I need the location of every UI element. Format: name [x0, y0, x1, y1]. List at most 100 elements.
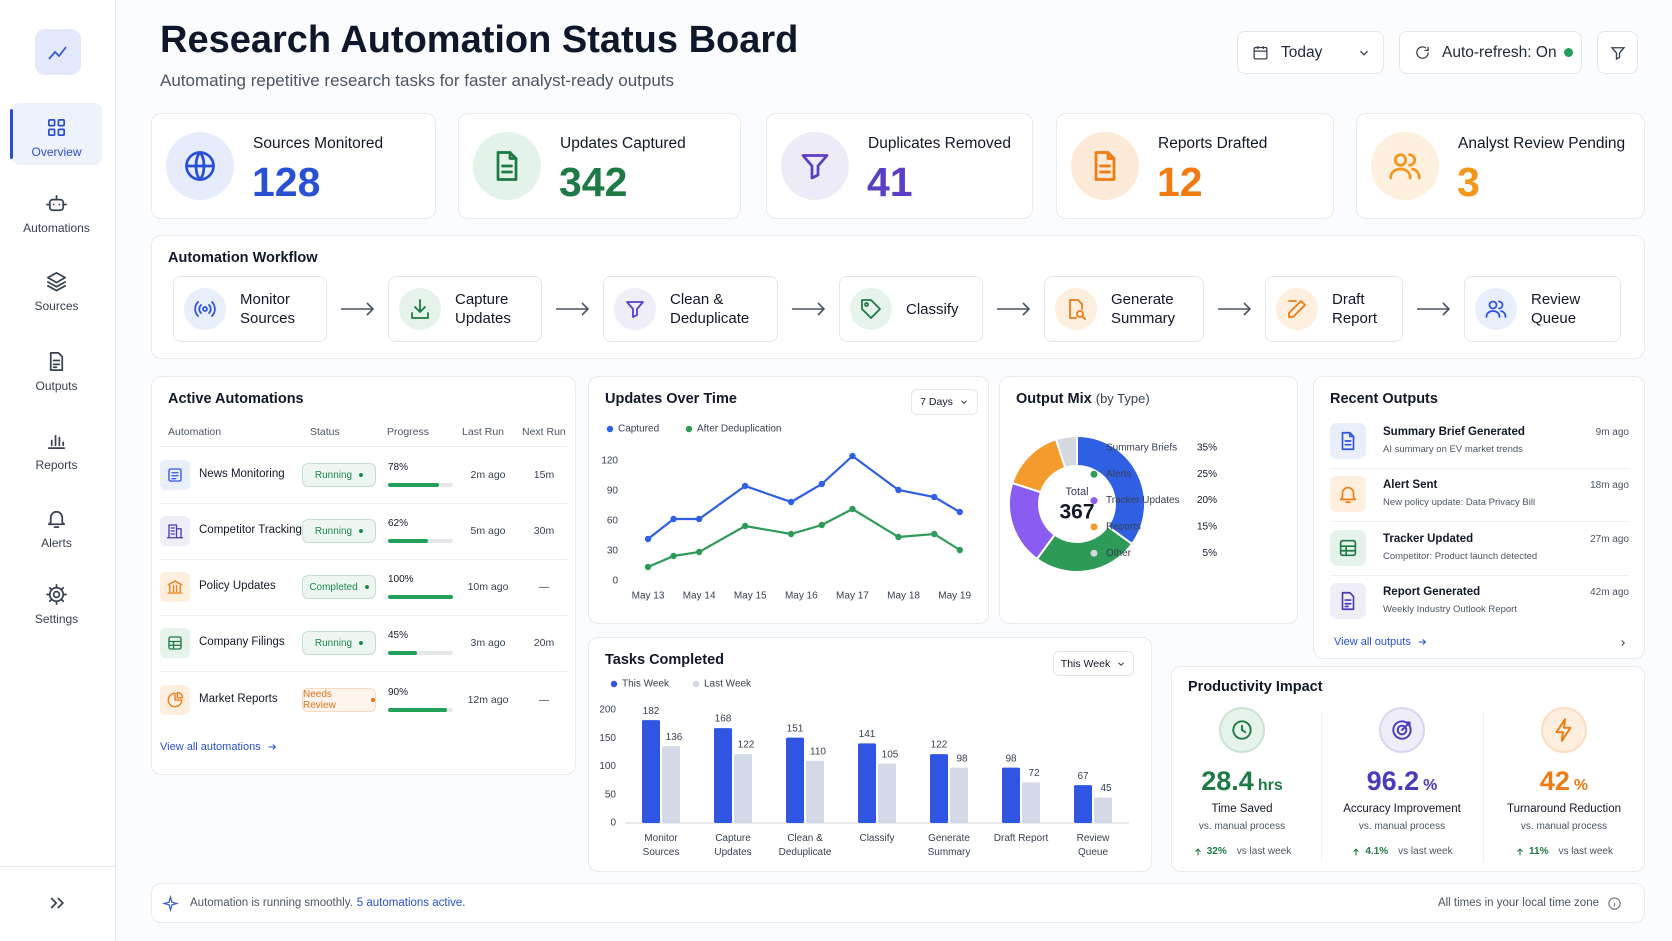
nav-item[interactable]: Automations: [11, 179, 102, 241]
nav-item[interactable]: Outputs: [11, 337, 102, 399]
doc-icon: [1341, 431, 1355, 451]
collapse-button[interactable]: [47, 893, 67, 913]
icon-shape: [47, 128, 56, 137]
workflow-step: Generate Summary: [1044, 276, 1204, 342]
step-icon: [399, 288, 441, 330]
kpi-value: 12: [1157, 159, 1203, 205]
legend-value: 5%: [1203, 548, 1218, 559]
row-divider: [160, 671, 567, 672]
bar: [642, 720, 660, 823]
workflow-step: Classify: [839, 276, 983, 342]
icon-shape: [864, 302, 869, 307]
arrow-shape: [1218, 302, 1252, 316]
active-automations-panel: Active Automations Automation Status Progr…: [151, 376, 576, 775]
data-point: [818, 480, 825, 488]
legend-dot: [1090, 444, 1098, 452]
bar-value-label: 45: [1100, 783, 1112, 794]
bar-value-label: 168: [715, 714, 732, 725]
updates-chart-panel: Updates Over Time 7 Days Captured After D…: [588, 376, 989, 624]
metric: 28.4 hrs Time Saved vs. manual process 32% vs…: [1162, 707, 1322, 857]
column-divider: [1483, 712, 1484, 862]
icon-shape: [52, 359, 61, 369]
column-header: Last Run: [462, 426, 505, 438]
metric: 42% Turnaround Reduction vs. manual proces…: [1484, 707, 1644, 857]
status-dot: [359, 641, 364, 645]
date-filter[interactable]: Today: [1237, 31, 1384, 74]
icon-shape: [1360, 50, 1368, 56]
filedoc-icon: [49, 352, 64, 371]
nav-item[interactable]: Sources: [11, 257, 102, 319]
filter-button[interactable]: [1597, 31, 1638, 74]
auto-refresh-toggle[interactable]: Auto-refresh: On: [1399, 31, 1582, 74]
kpi-label: Sources Monitored: [253, 135, 384, 152]
nav-item[interactable]: Overview: [10, 103, 102, 165]
icon-shape: [57, 128, 66, 137]
nav-label: Settings: [34, 612, 79, 626]
output-title: Report Generated: [1383, 586, 1481, 598]
icon-shape: [1401, 721, 1411, 731]
nav-item[interactable]: Settings: [11, 570, 102, 632]
column-header: Automation: [168, 426, 222, 438]
kpi-card: Updates Captured 342: [458, 113, 741, 219]
view-all-link[interactable]: View all automations: [160, 741, 277, 753]
metric-unit: hrs: [1257, 777, 1283, 794]
nav-item[interactable]: Reports: [11, 416, 102, 478]
metric-change: 32%: [1206, 846, 1227, 857]
status-pill: Running: [302, 519, 376, 543]
y-tick-label: 50: [605, 789, 617, 800]
nav-item[interactable]: Alerts: [11, 494, 102, 556]
donut-center-value: 367: [1059, 501, 1094, 524]
range-dropdown[interactable]: This Week: [1053, 651, 1134, 676]
icon-shape: [49, 352, 64, 371]
output-title: Alert Sent: [1383, 479, 1438, 491]
progress-label: 100%: [388, 574, 414, 585]
icon-shape: [1288, 300, 1306, 318]
auto-refresh-label: Auto-refresh: On: [1442, 43, 1557, 61]
legend-label: Tracker Updates: [1106, 495, 1180, 506]
automation-icon: [160, 572, 190, 602]
icon-shape: [1081, 315, 1086, 320]
x-tick-label: Monitor Sources: [642, 833, 680, 858]
icon-shape: [168, 640, 182, 650]
output-title: Summary Brief Generated: [1383, 426, 1525, 438]
legend-dot: [610, 680, 618, 688]
bar: [806, 760, 824, 823]
footer-active[interactable]: 5 automations active.: [356, 897, 466, 909]
icon-shape: [626, 301, 644, 318]
metric-icon: [1219, 707, 1265, 753]
icon-shape: [411, 299, 429, 319]
automation-icon: [160, 516, 190, 546]
step-label: Review Queue: [1531, 291, 1581, 327]
output-mix-title: Output Mix: [1016, 391, 1092, 407]
view-all-link[interactable]: View all outputs: [1334, 636, 1427, 648]
bar-value-label: 122: [931, 740, 948, 751]
metric-change-row: 11% vs last week: [1515, 846, 1613, 857]
grid-icon: [47, 118, 66, 137]
globe-icon: [185, 151, 215, 181]
data-point: [787, 530, 795, 538]
icon-shape: [185, 151, 215, 181]
range-label: This Week: [1060, 657, 1111, 670]
status-label: Needs Review: [303, 689, 336, 711]
nav-label: Alerts: [41, 536, 72, 550]
metric-icon: [1541, 707, 1587, 753]
automation-name: Competitor Tracking: [199, 524, 302, 536]
metric-change: 11%: [1529, 846, 1549, 857]
date-filter-label: Today: [1281, 43, 1323, 61]
icon-shape: [50, 43, 55, 47]
data-point: [670, 515, 677, 523]
bar: [1022, 782, 1040, 823]
bar-value-label: 98: [956, 753, 968, 764]
status-label: Running: [314, 469, 353, 481]
progress-label: 62%: [388, 518, 409, 529]
icon-shape: [1076, 310, 1084, 318]
y-tick-label: 0: [610, 818, 616, 829]
doc-icon: [496, 151, 518, 181]
icon-shape: [50, 897, 65, 909]
workflow-title: Automation Workflow: [168, 250, 318, 266]
tasks-chart-title: Tasks Completed: [605, 652, 724, 668]
range-dropdown[interactable]: 7 Days: [911, 389, 978, 415]
metric-change-note: vs last week: [1558, 846, 1613, 857]
metric-label: Turnaround Reduction: [1506, 803, 1621, 815]
